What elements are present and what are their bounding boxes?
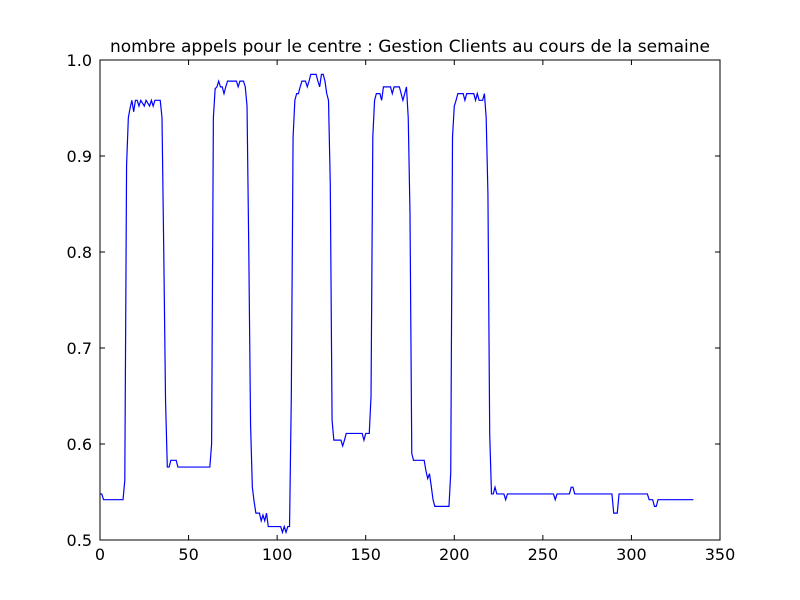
y-tick-label: 1.0 (67, 51, 92, 70)
plot-frame (99, 59, 721, 541)
y-tick-label: 0.6 (67, 435, 92, 454)
x-tick-label: 350 (705, 545, 736, 564)
data-line (100, 73, 694, 535)
y-tick-label: 0.7 (67, 339, 92, 358)
chart-title: nombre appels pour le centre : Gestion C… (110, 37, 710, 57)
x-tick-label: 200 (439, 545, 470, 564)
y-tick-label: 0.8 (67, 243, 92, 262)
x-tick-label: 300 (616, 545, 647, 564)
x-tick-label: 250 (528, 545, 559, 564)
x-tick-label: 0 (95, 545, 105, 564)
x-tick-label: 150 (350, 545, 381, 564)
y-tick-label: 0.9 (67, 147, 92, 166)
x-tick-label: 100 (262, 545, 293, 564)
y-tick-label: 0.5 (67, 531, 92, 550)
x-tick-label: 50 (178, 545, 198, 564)
